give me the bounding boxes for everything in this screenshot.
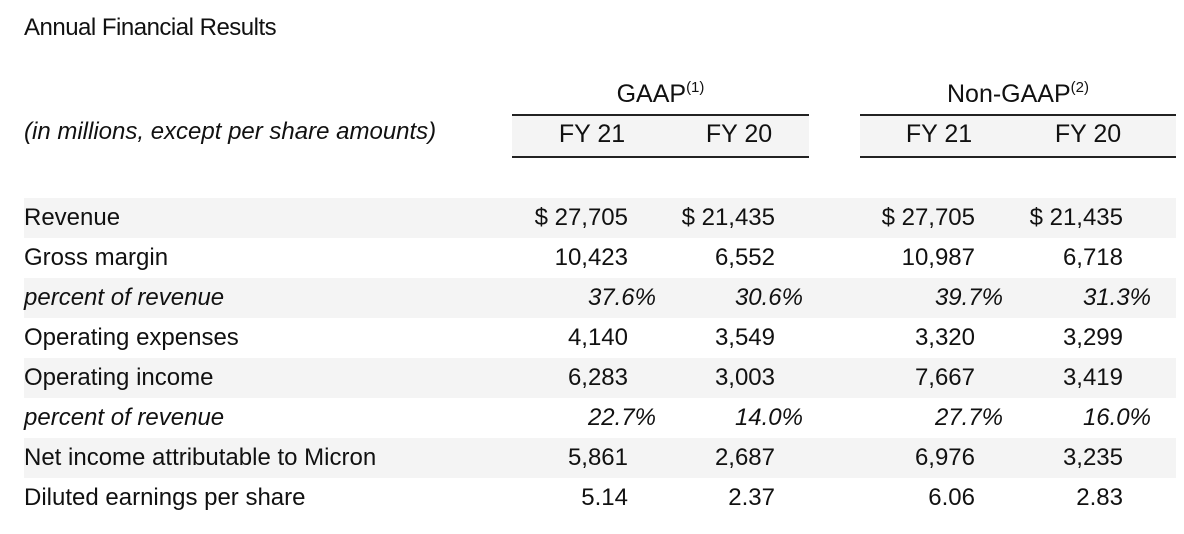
cell-gaap-fy21: 4,140 — [567, 324, 628, 351]
table-row: Operating expenses 4,140 3,549 3,320 3,2… — [0, 318, 1184, 358]
row-label: Operating income — [24, 364, 214, 391]
cell-gaap-fy21: 5.14 — [581, 484, 628, 511]
table-row: percent of revenue 37.6% 30.6% 39.7% 31.… — [0, 278, 1184, 318]
row-label: Diluted earnings per share — [24, 484, 306, 511]
row-label: percent of revenue — [24, 284, 225, 311]
cell-non-gaap-fy20: 3,235 — [1062, 444, 1123, 471]
cell-non-gaap-fy20: 3,419 — [1062, 364, 1123, 391]
cell-non-gaap-fy20: 31.3% — [1082, 284, 1151, 311]
cell-gaap-fy20: $ 21,435 — [681, 204, 775, 231]
non-gaap-label: Non-GAAP — [946, 80, 1071, 108]
cell-non-gaap-fy20: 2.83 — [1076, 484, 1123, 511]
non-gaap-column-headers: FY 21 FY 20 — [860, 116, 1176, 158]
cell-gaap-fy20: 30.6% — [734, 284, 803, 311]
cell-non-gaap-fy21: 10,987 — [901, 244, 975, 271]
column-header-gaap-fy21: FY 21 — [558, 120, 626, 148]
cell-non-gaap-fy20: 6,718 — [1062, 244, 1123, 271]
cell-non-gaap-fy21: 6.06 — [928, 484, 975, 511]
cell-non-gaap-fy21: $ 27,705 — [881, 204, 975, 231]
cell-gaap-fy20: 14.0% — [734, 404, 803, 431]
cell-gaap-fy21: 10,423 — [554, 244, 628, 271]
gaap-label: GAAP — [616, 80, 687, 108]
cell-gaap-fy20: 6,552 — [714, 244, 775, 271]
cell-non-gaap-fy21: 7,667 — [914, 364, 975, 391]
gaap-column-headers: FY 21 FY 20 — [512, 116, 809, 158]
row-label: Net income attributable to Micron — [24, 444, 377, 471]
row-label: Gross margin — [24, 244, 169, 271]
column-header-non-gaap-fy21: FY 21 — [905, 120, 973, 148]
cell-non-gaap-fy20: 16.0% — [1082, 404, 1151, 431]
non-gaap-group-header: Non-GAAP(2) — [860, 74, 1176, 116]
row-label: percent of revenue — [24, 404, 225, 431]
units-label: (in millions, except per share amounts) — [24, 118, 437, 145]
column-header-gaap-fy20: FY 20 — [705, 120, 773, 148]
column-header-non-gaap-fy20: FY 20 — [1054, 120, 1122, 148]
cell-non-gaap-fy20: $ 21,435 — [1029, 204, 1123, 231]
gaap-footnote: (1) — [686, 79, 705, 96]
table-row: Operating income 6,283 3,003 7,667 3,419 — [0, 358, 1184, 398]
cell-gaap-fy20: 2.37 — [728, 484, 775, 511]
cell-gaap-fy21: $ 27,705 — [534, 204, 628, 231]
row-label: Revenue — [24, 204, 121, 231]
non-gaap-footnote: (2) — [1070, 79, 1089, 96]
cell-non-gaap-fy20: 3,299 — [1062, 324, 1123, 351]
table-row: Net income attributable to Micron 5,861 … — [0, 438, 1184, 478]
row-label: Operating expenses — [24, 324, 239, 351]
cell-gaap-fy21: 6,283 — [567, 364, 628, 391]
cell-non-gaap-fy21: 3,320 — [914, 324, 975, 351]
cell-non-gaap-fy21: 39.7% — [934, 284, 1003, 311]
cell-gaap-fy20: 2,687 — [714, 444, 775, 471]
cell-gaap-fy21: 5,861 — [567, 444, 628, 471]
cell-gaap-fy21: 37.6% — [587, 284, 656, 311]
cell-non-gaap-fy21: 6,976 — [914, 444, 975, 471]
cell-gaap-fy20: 3,549 — [714, 324, 775, 351]
cell-gaap-fy20: 3,003 — [714, 364, 775, 391]
page-title: Annual Financial Results — [24, 14, 277, 41]
gaap-group-header: GAAP(1) — [512, 74, 809, 116]
table-row: Gross margin 10,423 6,552 10,987 6,718 — [0, 238, 1184, 278]
table-row: percent of revenue 22.7% 14.0% 27.7% 16.… — [0, 398, 1184, 438]
table-row: Diluted earnings per share 5.14 2.37 6.0… — [0, 478, 1184, 518]
table-row: Revenue $ 27,705 $ 21,435 $ 27,705 $ 21,… — [0, 198, 1184, 238]
cell-gaap-fy21: 22.7% — [587, 404, 656, 431]
results-table-body: Revenue $ 27,705 $ 21,435 $ 27,705 $ 21,… — [0, 198, 1184, 518]
cell-non-gaap-fy21: 27.7% — [934, 404, 1003, 431]
